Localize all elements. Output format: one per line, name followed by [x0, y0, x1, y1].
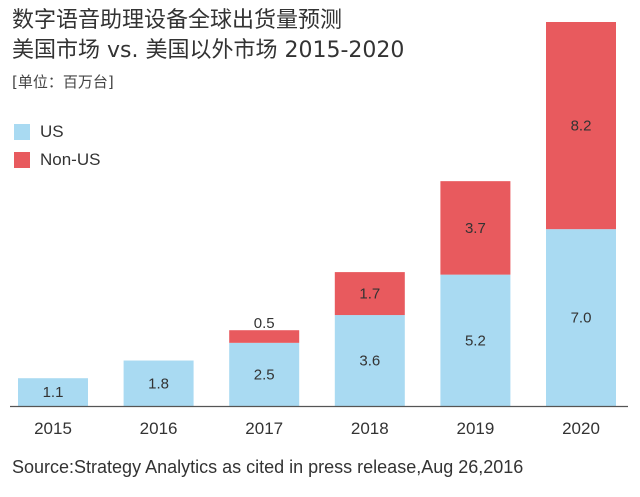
legend-label-us: US — [40, 122, 64, 141]
legend-swatch-us — [14, 124, 30, 140]
data-label-us-2018: 3.6 — [359, 353, 380, 370]
data-label-us-2015: 1.1 — [43, 384, 64, 401]
source-note: Source:Strategy Analytics as cited in pr… — [12, 457, 524, 477]
x-tick-label-2018: 2018 — [351, 419, 389, 438]
bar-us-2016 — [123, 360, 194, 406]
x-tick-label-2017: 2017 — [245, 419, 283, 438]
legend-item-non-us: Non-US — [14, 146, 100, 174]
legend-item-us: US — [14, 118, 100, 146]
data-label-non-us-2017: 0.5 — [254, 315, 275, 332]
bar-non-us-2017 — [229, 330, 300, 343]
x-tick-label-2015: 2015 — [34, 419, 72, 438]
data-label-us-2016: 1.8 — [148, 375, 169, 392]
chart-title-line2: 美国市场 vs. 美国以外市场 2015-2020 — [12, 38, 405, 63]
chart-title-line1: 数字语音助理设备全球出货量预测 — [12, 8, 343, 33]
data-label-non-us-2020: 8.2 — [571, 118, 592, 135]
bar-us-2019 — [440, 274, 511, 406]
data-label-us-2020: 7.0 — [571, 310, 592, 327]
bar-us-2017 — [229, 342, 300, 406]
x-tick-label-2020: 2020 — [562, 419, 600, 438]
data-label-us-2019: 5.2 — [465, 332, 486, 349]
bar-us-2020 — [546, 229, 616, 406]
legend-swatch-non-us — [14, 152, 30, 168]
bar-non-us-2019 — [440, 181, 511, 275]
unit-label: [单位：百万台] — [12, 73, 114, 91]
bar-non-us-2018 — [334, 272, 405, 316]
bar-us-2015 — [18, 378, 88, 406]
data-label-non-us-2018: 1.7 — [359, 286, 380, 303]
x-tick-label-2019: 2019 — [456, 419, 494, 438]
data-label-us-2017: 2.5 — [254, 366, 275, 383]
bar-us-2018 — [334, 315, 405, 406]
bar-non-us-2020 — [546, 22, 616, 230]
x-tick-label-2016: 2016 — [140, 419, 178, 438]
legend-label-non-us: Non-US — [40, 150, 101, 169]
data-label-non-us-2019: 3.7 — [465, 220, 486, 237]
legend: US Non-US — [14, 118, 100, 174]
